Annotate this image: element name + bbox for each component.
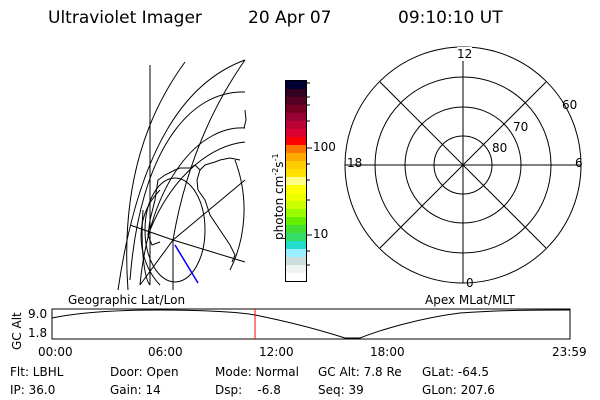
time-label: 09:10:10 UT — [398, 8, 503, 28]
colorbar-segment — [286, 97, 306, 105]
colorbar-tick-100: 100 — [313, 140, 336, 154]
colorbar-segment — [286, 161, 306, 169]
altitude-curve — [51, 309, 571, 339]
colorbar-segment — [286, 233, 306, 241]
colorbar-segment — [286, 257, 306, 265]
colorbar-segment — [286, 265, 306, 273]
mlt-label-12: 12 — [457, 47, 473, 61]
mlt-label-0: 0 — [466, 276, 474, 290]
date-label: 20 Apr 07 — [248, 8, 332, 28]
colorbar-segment — [286, 145, 306, 153]
colorbar-segment — [286, 273, 306, 281]
filter-info: Flt: LBHL — [10, 365, 64, 379]
altitude-xtick-4: 23:59 — [552, 345, 587, 359]
colorbar-segment — [286, 217, 306, 225]
colorbar-segment — [286, 241, 306, 249]
colorbar-segment — [286, 105, 306, 113]
colorbar-segment — [286, 225, 306, 233]
glat-info: GLat: -64.5 — [422, 365, 489, 379]
longitude-lines — [129, 59, 246, 290]
gc-alt-info: GC Alt: 7.8 Re — [318, 365, 402, 379]
geographic-label: Geographic Lat/Lon — [68, 293, 186, 307]
altitude-ytick-max: 9.0 — [28, 307, 48, 321]
mlt-label-18: 18 — [347, 156, 363, 170]
colorbar-segment — [286, 177, 306, 185]
ip-info: IP: 36.0 — [10, 383, 56, 397]
colorbar-segment — [286, 169, 306, 177]
track-line — [174, 244, 199, 284]
colorbar-segment — [286, 209, 306, 217]
mlt-label-6: 6 — [575, 156, 583, 170]
colorbar-segment — [286, 113, 306, 121]
door-info: Door: Open — [110, 365, 179, 379]
coastline — [147, 157, 241, 263]
coastline-island — [243, 109, 247, 129]
altitude-xtick-1: 06:00 — [148, 345, 183, 359]
colorbar — [285, 80, 307, 282]
altitude-xtick-2: 12:00 — [259, 345, 294, 359]
colorbar-segment — [286, 129, 306, 137]
altitude-xtick-0: 00:00 — [38, 345, 73, 359]
instrument-title: Ultraviolet Imager — [48, 8, 202, 28]
colorbar-tick-10: 10 — [313, 227, 329, 241]
colorbar-segment — [286, 137, 306, 145]
colorbar-segment — [286, 89, 306, 97]
apex-label: Apex MLat/MLT — [425, 293, 515, 307]
altitude-ytick-min: 1.8 — [28, 326, 48, 340]
colorbar-segment — [286, 249, 306, 257]
colorbar-segment — [286, 121, 306, 129]
gain-info: Gain: 14 — [110, 383, 161, 397]
mode-info: Mode: Normal — [215, 365, 299, 379]
lat-label-80: 80 — [492, 141, 508, 155]
altitude-xtick-3: 18:00 — [370, 345, 405, 359]
lat-label-60: 60 — [562, 98, 578, 112]
dsp-info: Dsp: -6.8 — [215, 383, 281, 397]
colorbar-segment — [286, 81, 306, 89]
colorbar-segment — [286, 193, 306, 201]
colorbar-segment — [286, 201, 306, 209]
glon-info: GLon: 207.6 — [422, 383, 495, 397]
colorbar-segment — [286, 185, 306, 193]
colorbar-segment — [286, 153, 306, 161]
lat-label-70: 70 — [513, 120, 529, 134]
seq-info: Seq: 39 — [318, 383, 364, 397]
